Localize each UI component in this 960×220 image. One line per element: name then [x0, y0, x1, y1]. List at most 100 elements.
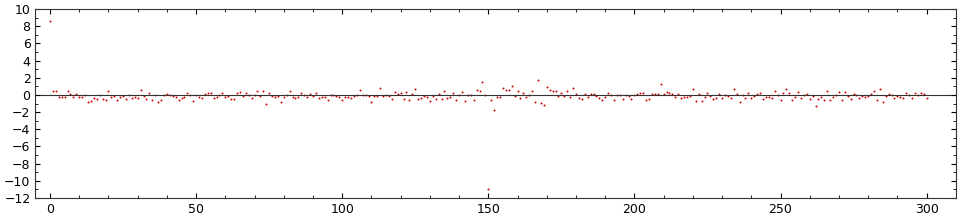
Point [793, 96, 808, 100]
Point [887, 96, 902, 99]
Point [84, 99, 99, 103]
Point [551, 94, 566, 98]
Point [300, 96, 315, 99]
Point [492, 96, 508, 99]
Point [893, 95, 908, 99]
Point [241, 93, 256, 97]
Point [197, 92, 212, 96]
Point [583, 92, 598, 95]
Point [790, 90, 805, 94]
Point [814, 95, 829, 98]
Point [744, 96, 759, 100]
Point [112, 96, 128, 99]
Point [317, 95, 332, 99]
Point [510, 89, 525, 92]
Point [501, 88, 516, 92]
Point [554, 92, 569, 95]
Point [109, 98, 125, 102]
Point [188, 93, 204, 97]
Point [341, 95, 356, 99]
Point [873, 88, 888, 91]
Point [349, 93, 365, 96]
Point [229, 92, 245, 95]
Point [221, 95, 236, 98]
Point [408, 88, 423, 91]
Point [244, 96, 259, 99]
Point [688, 100, 704, 103]
Point [448, 98, 464, 101]
Point [282, 90, 298, 93]
Point [781, 91, 797, 95]
Point [165, 94, 180, 98]
Point [466, 98, 481, 102]
Point [139, 97, 155, 101]
Point [557, 94, 572, 97]
Point [218, 95, 233, 99]
Point [571, 97, 587, 100]
Point [586, 93, 601, 96]
Point [328, 94, 344, 98]
Point [876, 100, 891, 103]
Point [384, 98, 399, 101]
Point [443, 95, 458, 99]
Point [475, 80, 491, 84]
Point [869, 98, 884, 101]
Point [878, 95, 894, 98]
Point [664, 92, 680, 96]
Point [344, 97, 359, 100]
Point [279, 93, 295, 97]
Point [685, 87, 701, 91]
Point [401, 98, 417, 102]
Point [805, 94, 821, 98]
Point [180, 91, 195, 94]
Point [758, 95, 774, 99]
Point [334, 98, 349, 102]
Point [250, 90, 265, 93]
Point [182, 93, 198, 97]
Point [490, 96, 505, 99]
Point [209, 95, 225, 99]
Point [796, 93, 811, 96]
Point [659, 91, 674, 94]
Point [338, 95, 353, 99]
Point [347, 95, 362, 98]
Point [694, 99, 709, 103]
Point [440, 96, 455, 100]
Point [367, 94, 382, 98]
Point [457, 99, 472, 103]
Point [156, 94, 172, 97]
Point [308, 91, 324, 95]
Point [294, 91, 309, 95]
Point [899, 92, 914, 95]
Point [135, 94, 151, 98]
Point [267, 95, 282, 99]
Point [235, 94, 251, 98]
Point [65, 95, 81, 99]
Point [840, 94, 855, 98]
Point [811, 97, 827, 101]
Point [568, 92, 584, 96]
Point [542, 88, 558, 92]
Point [831, 90, 847, 93]
Point [700, 91, 715, 94]
Point [68, 92, 84, 96]
Point [375, 95, 391, 98]
Point [653, 82, 668, 86]
Point [472, 90, 488, 93]
Point [445, 92, 461, 95]
Point [683, 94, 698, 97]
Point [723, 96, 738, 100]
Point [495, 86, 511, 89]
Point [817, 98, 832, 101]
Point [896, 96, 911, 99]
Point [674, 96, 689, 100]
Point [434, 97, 449, 100]
Point [545, 89, 561, 93]
Point [463, 93, 478, 97]
Point [92, 93, 108, 97]
Point [828, 94, 844, 97]
Point [524, 90, 540, 93]
Point [884, 93, 900, 97]
Point [636, 91, 651, 94]
Point [132, 88, 148, 92]
